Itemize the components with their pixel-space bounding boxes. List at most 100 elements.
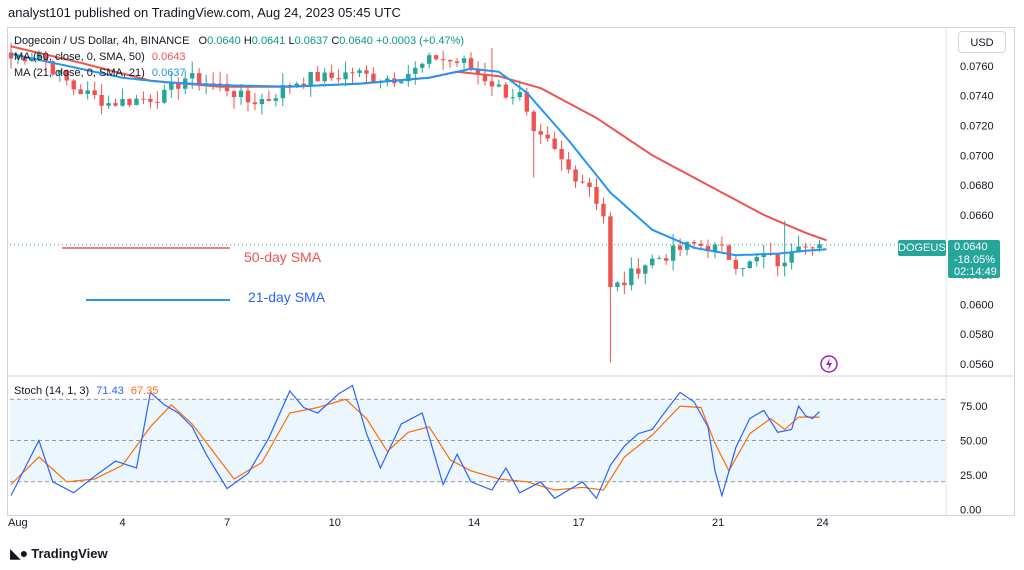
sma50-annotation: 50-day SMA [244,249,322,265]
sma21-annotation: 21-day SMA [248,289,326,305]
candle-body [559,148,564,160]
lightning-alert-icon[interactable] [820,355,838,373]
last-price-box: 0.0640 -18.05% 02:14:49 [948,240,1000,278]
candle-body [85,90,90,95]
ma50-value: 0.0643 [151,51,186,63]
stoch-d-line [10,398,820,491]
candle-body [29,58,35,62]
candle-body [162,89,167,103]
candle-body [817,244,822,249]
candle-body [670,245,676,261]
low-label: L [288,35,295,47]
high-value: 0.0641 [251,35,286,47]
open-label: O [198,35,208,47]
candle-body [343,72,348,80]
ma21-value: 0.0637 [151,67,186,79]
candle-body [468,58,474,69]
candle-body [399,81,404,84]
candle-body [712,244,718,252]
candle-body [566,159,571,170]
candle-body [252,102,258,105]
candle-body [308,72,313,86]
candle-body [754,257,759,262]
candle-body [266,98,272,101]
ma21-legend: MA (21, close, 0, SMA, 21) 0.0637 [14,67,186,79]
candle-body [643,265,648,274]
bar-countdown: 02:14:49 [954,266,997,278]
candle-body [545,134,550,139]
candle-body [517,92,523,98]
candle-body [454,61,460,63]
candle-body [92,90,97,95]
candle-body [280,84,286,99]
candle-body [196,73,202,85]
candle-body [684,241,690,250]
stoch-d-value: 67.35 [130,385,159,397]
candle-body [217,83,223,85]
candle-body [176,83,181,89]
symbol-title: Dogecoin / US Dollar, 4h, BINANCE [14,35,190,47]
candle-body [775,253,780,267]
candle-body [552,138,557,149]
candle-body [510,97,516,99]
candle-body [357,70,362,74]
candle-body [336,78,341,80]
candle-body [531,111,536,132]
candle-body [719,244,725,246]
symbol-price-tag: DOGEUSD [898,240,954,256]
candle-body [489,81,495,87]
candle-body [22,56,28,62]
tradingview-logo-icon: ◣● [10,545,28,561]
candles-group [8,42,822,363]
price-tick-label: 0.0720 [960,120,994,132]
candle-body [733,259,739,270]
price-tick-label: 0.0680 [960,180,994,192]
chart-frame [7,27,1015,516]
time-tick-label: 21 [712,517,724,529]
candle-body [71,80,76,90]
chart-svg[interactable]: 0.0760 0.0740 0.0720 0.0700 0.0680 0.0660 0.06… [0,0,1024,540]
candle-body [113,103,118,106]
candle-body [663,258,669,261]
currency-button[interactable]: USD [958,31,1006,53]
candle-body [475,68,481,75]
high-label: H [243,35,252,47]
candle-body [385,78,390,82]
price-tick-label: 0.0560 [960,359,994,371]
candle-body [273,98,279,101]
candle-body [78,89,83,95]
candle-body [538,131,543,135]
time-tick-label: 17 [573,517,585,529]
candle-body [608,216,613,287]
candle-body [406,73,411,82]
time-tick-label: 4 [120,517,126,529]
price-tick-label: 0.0700 [960,150,994,162]
ma21-label: MA (21, close, 0, SMA, 21) [14,67,145,79]
candle-body [782,262,787,267]
price-tick-label: 0.0600 [960,299,994,311]
time-tick-label: 7 [224,517,230,529]
candle-body [15,56,21,59]
ma50-label: MA (50, close, 0, SMA, 50) [14,51,145,63]
stoch-tick-label: 75.00 [960,401,988,413]
candle-body [705,245,711,252]
candle-body [629,268,634,286]
publish-line: analyst101 published on TradingView.com,… [8,5,401,20]
candle-body [148,98,153,102]
candle-body [210,83,216,85]
candle-body [413,67,418,74]
candle-body [364,70,369,74]
stoch-tick-label: 0.00 [960,504,981,516]
symbol-legend: Dogecoin / US Dollar, 4h, BINANCE O 0.064… [14,35,464,47]
candle-body [322,72,327,82]
candle-body [573,169,578,182]
candle-body [36,54,42,59]
candle-body [99,94,104,106]
candle-body [789,252,794,263]
candle-body [461,58,467,63]
change-value: +0.0003 (+0.47%) [376,35,465,47]
candle-body [371,73,376,83]
footer-brand[interactable]: ◣● TradingView [10,545,108,562]
candle-body [524,92,529,112]
candle-body [120,98,125,106]
